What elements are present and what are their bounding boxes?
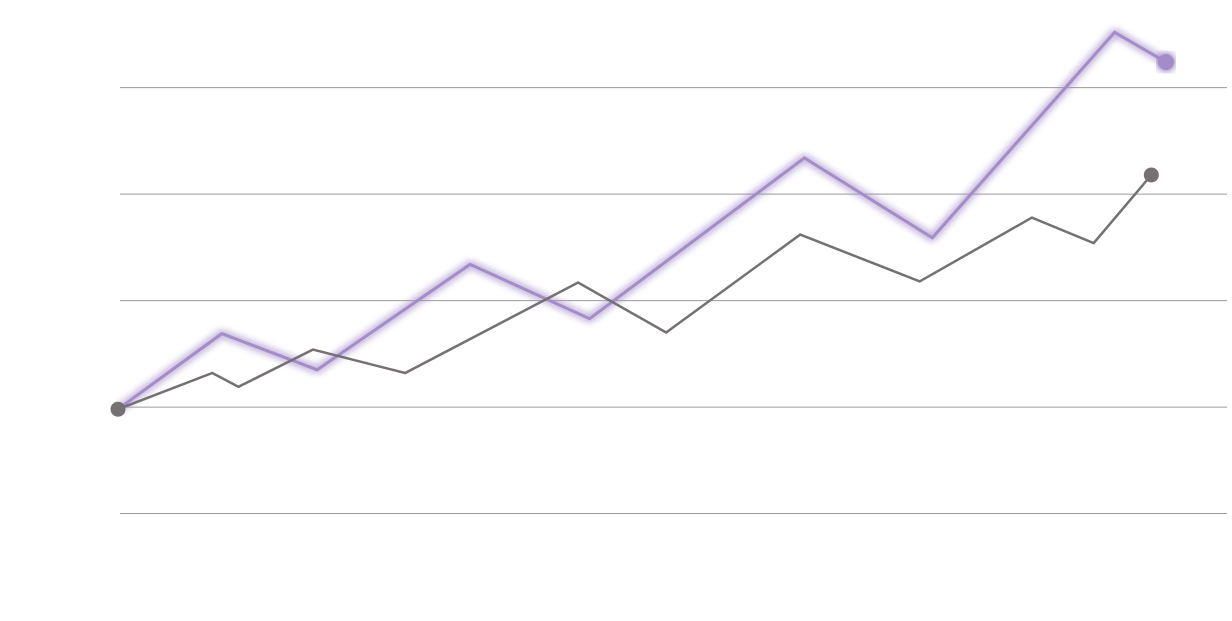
- series-line: [117, 30, 1167, 411]
- start-point: [110, 401, 126, 417]
- series-line: [117, 174, 1153, 411]
- end-point: [1143, 167, 1159, 183]
- end-point: [1158, 54, 1174, 71]
